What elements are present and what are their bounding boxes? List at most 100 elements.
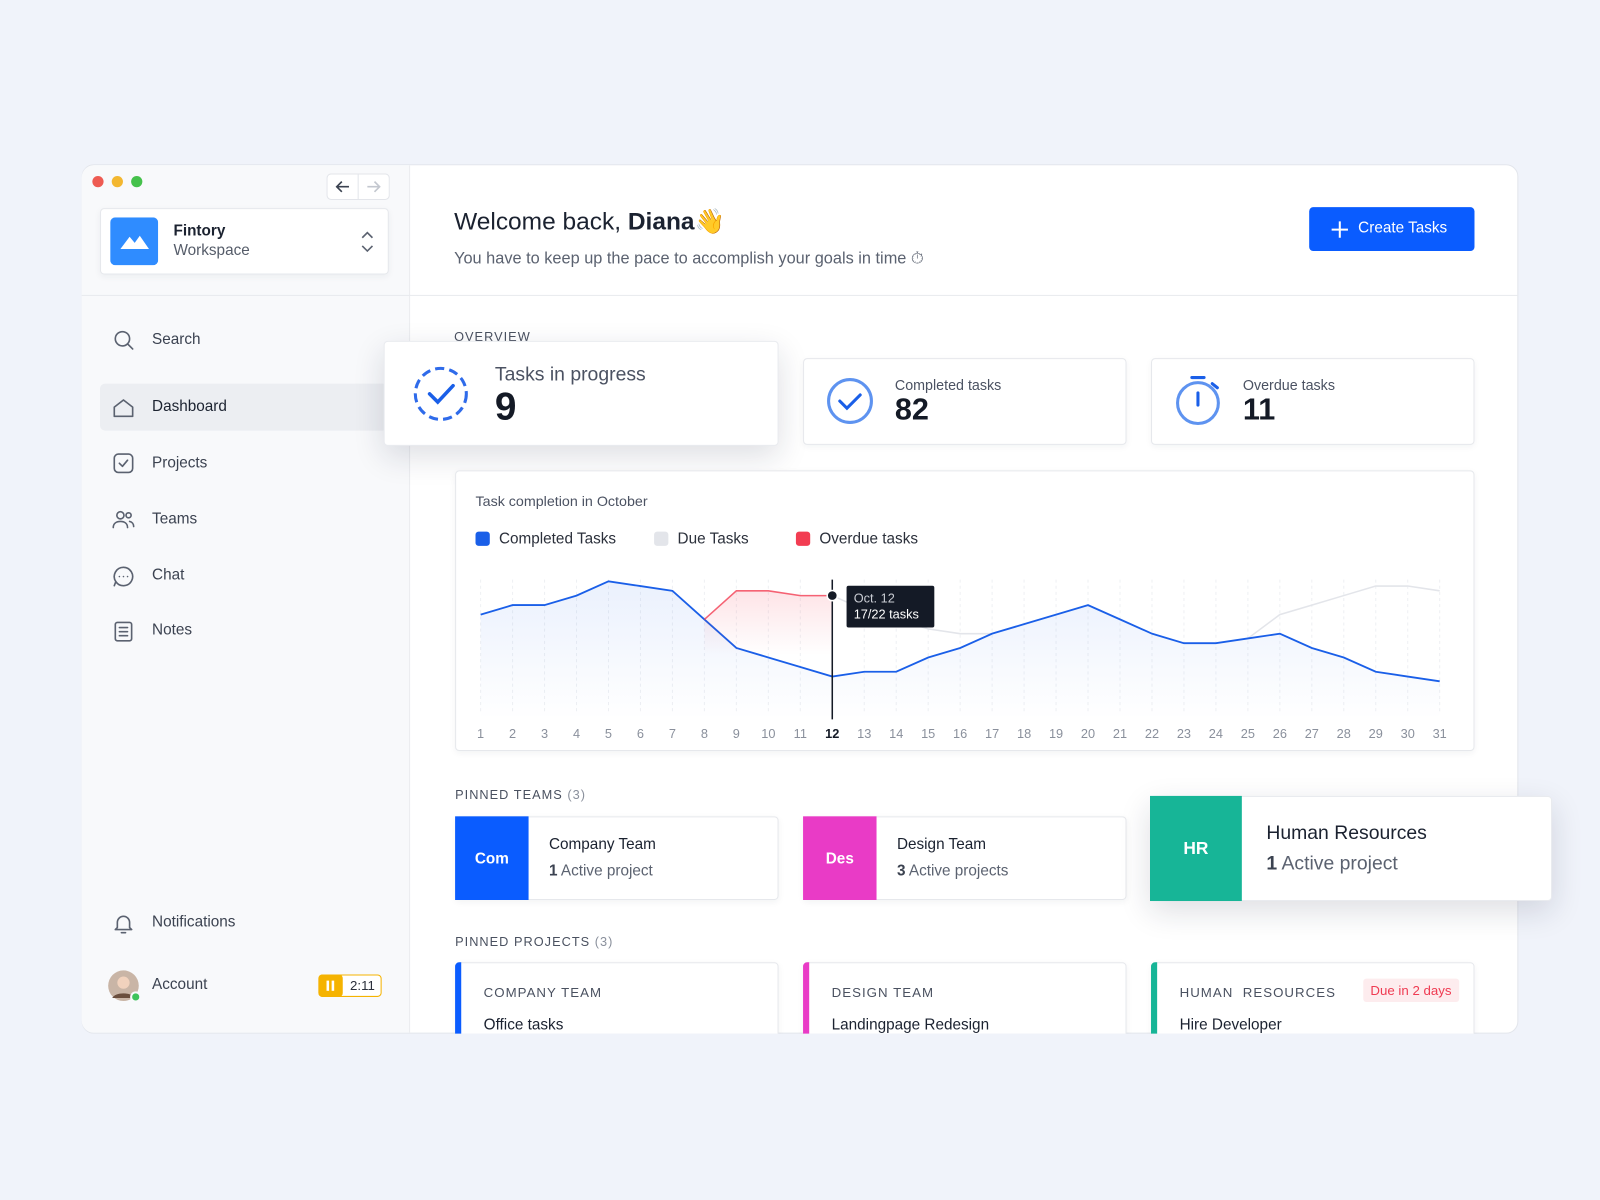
section-label: PINNED TEAMS (3): [455, 788, 586, 802]
nav-item[interactable]: Projects: [152, 454, 208, 472]
team-name: Human Resources: [1266, 821, 1427, 844]
stat-value: 9: [494, 385, 517, 429]
team-name: Company Team: [548, 835, 656, 854]
x-tick-label: 18: [1017, 726, 1031, 741]
team-avatar: Com: [455, 816, 529, 900]
workspace-name: Fintory: [173, 222, 226, 240]
area: [480, 581, 1440, 720]
project-team: HUMAN RESOURCES: [1179, 984, 1336, 1000]
line: [1247, 585, 1440, 640]
project-accent: [455, 962, 462, 1034]
x-tick-label: 15: [921, 726, 935, 741]
search-icon: [114, 330, 134, 350]
x-tick-label: 4: [573, 726, 580, 741]
project-count: 3: [896, 862, 906, 880]
project-team: DESIGN TEAM: [831, 984, 935, 1000]
divider: [81, 294, 1519, 296]
projects-clip: COMPANY TEAM Office tasks DESIGN TEAM Landi…: [449, 955, 1490, 1034]
project-team: COMPANY TEAM: [483, 984, 603, 1000]
create-button-label: Create Tasks: [1358, 219, 1448, 237]
x-tick-label: 21: [1113, 726, 1127, 741]
x-tick-label: 29: [1369, 726, 1383, 741]
x-tick-label: 20: [1081, 726, 1095, 741]
legend-label: Overdue tasks: [819, 530, 918, 547]
timer-icon: [1176, 376, 1220, 425]
x-tick-label: 7: [669, 726, 676, 741]
x-tick-label: 27: [1305, 726, 1319, 741]
pause-icon: [318, 974, 343, 997]
project-card[interactable]: [455, 962, 779, 1034]
chevron-updown: [361, 231, 374, 253]
tooltip: [846, 585, 935, 628]
stat-label: Overdue tasks: [1242, 376, 1335, 393]
team-avatar: Des: [803, 816, 877, 900]
workspace-logo: [110, 217, 159, 266]
emoji: 👋: [694, 208, 726, 236]
x-tick-label: 16: [953, 726, 967, 741]
nav-item[interactable]: Chat: [152, 566, 185, 584]
plus-icon: [1331, 221, 1348, 238]
stat-value: 82: [894, 392, 929, 427]
x-tick-label: 11: [794, 726, 807, 741]
search[interactable]: Search: [152, 330, 201, 348]
team-projects: 1 Active project: [1266, 853, 1397, 875]
x-tick-label: 13: [857, 726, 871, 741]
project-count: 1: [548, 862, 558, 880]
section-label-text: PINNED TEAMS: [455, 787, 563, 803]
section-label: OVERVIEW: [454, 329, 531, 344]
project-accent: [1151, 962, 1158, 1034]
nav-item[interactable]: Dashboard: [152, 397, 227, 416]
x-tick-label: 2: [509, 726, 516, 741]
area: [704, 590, 833, 720]
team-avatar: HR: [1149, 795, 1242, 902]
x-tick-label: 23: [1177, 726, 1191, 741]
account[interactable]: Account: [152, 975, 208, 993]
window-controls: [92, 176, 143, 188]
project-title: Office tasks: [483, 1016, 564, 1034]
x-tick-label: 24: [1209, 726, 1223, 741]
x-tick-label: 1: [477, 726, 484, 741]
x-tick-label: 31: [1433, 726, 1447, 741]
x-tick-label: 6: [637, 726, 644, 741]
project-card[interactable]: [803, 962, 1127, 1034]
x-tick-label: 25: [1241, 726, 1255, 741]
section-count: (3): [567, 787, 587, 803]
project-accent: [803, 962, 810, 1034]
x-tick-label: 8: [701, 726, 708, 741]
legend-label: Due Tasks: [678, 530, 749, 547]
stat-card[interactable]: [1151, 358, 1475, 445]
progress-icon: [413, 366, 468, 421]
x-tick-label: 14: [889, 726, 903, 741]
tooltip-title: Oct. 12: [854, 590, 895, 605]
chart-title: Task completion in October: [476, 494, 648, 510]
x-tick-label: 26: [1273, 726, 1287, 741]
projects-icon: [113, 453, 134, 474]
legend-swatch: [654, 531, 669, 546]
stat-card[interactable]: [383, 340, 779, 446]
line: [480, 580, 1440, 683]
history-arrows[interactable]: [326, 173, 390, 200]
nav-item[interactable]: Notes: [152, 621, 193, 639]
sidebar: [81, 165, 411, 1033]
project-count: 1: [1266, 852, 1278, 874]
x-tick-label: 9: [733, 726, 740, 741]
x-tick-label: 30: [1401, 726, 1415, 741]
x-tick-label: 3: [541, 726, 548, 741]
greeting-text: Welcome back,: [454, 208, 628, 236]
x-tick-label: 5: [605, 726, 612, 741]
bell-icon: [114, 915, 133, 934]
user-name: Diana: [627, 208, 695, 236]
stat-card[interactable]: [803, 358, 1127, 445]
section-count: (3): [594, 934, 614, 949]
nav-item[interactable]: Teams: [152, 510, 198, 528]
x-tick-label: 10: [761, 726, 775, 741]
section-label-text: PINNED PROJECTS: [455, 934, 591, 949]
teams-icon: [112, 510, 135, 529]
avatar[interactable]: [107, 969, 142, 1004]
x-tick-label: 17: [985, 726, 999, 741]
notifications[interactable]: Notifications: [152, 913, 236, 931]
highlight-dot: [826, 589, 839, 602]
project-label: Active project: [1281, 852, 1398, 874]
home-icon: [113, 399, 134, 418]
